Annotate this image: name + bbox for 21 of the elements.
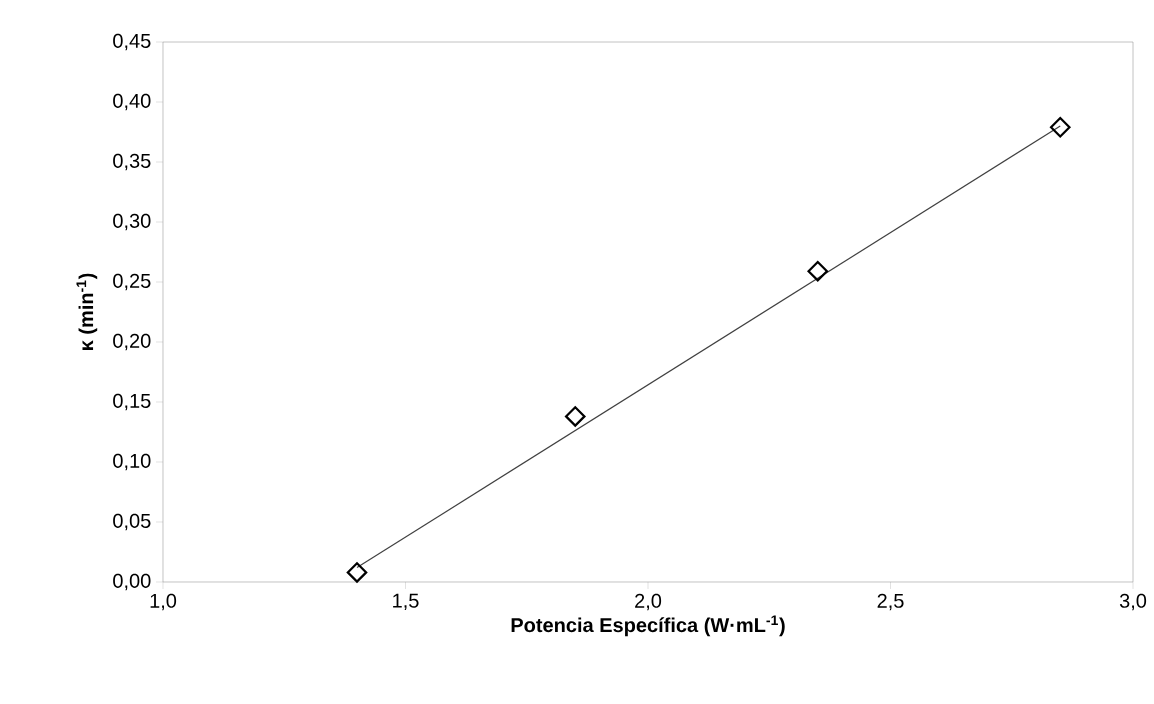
point (346, 562, 368, 583)
point (807, 260, 829, 282)
y-tick-label: 0,05 (113, 513, 151, 531)
x-tick-label: 2,5 (877, 593, 904, 611)
y-tick-label: 0,20 (113, 333, 151, 351)
x-axis-title: Potencia Específica (W·mL$^{-1}$) (511, 615, 785, 637)
point (1049, 116, 1071, 138)
y-tick-label: 0,45 (113, 33, 151, 51)
y-tick-label: 0,40 (113, 93, 151, 111)
x-tick-label: 1,5 (393, 593, 419, 611)
y-tick-label: 0,15 (113, 393, 151, 411)
y-tick-label: 0,35 (113, 153, 151, 171)
point (564, 406, 586, 427)
y-axis-title: κ (min$^{-1}$) (76, 273, 98, 350)
x-tick-label: 2,0 (635, 593, 662, 611)
y-tick-label: 0,30 (113, 213, 151, 231)
y-tick-label: 0,00 (113, 573, 151, 591)
y-tick-label: 0,10 (113, 453, 151, 471)
y-tick-label: 0,25 (113, 273, 151, 291)
x-tick-label: 3,0 (1119, 593, 1147, 611)
x-tick-label: 1,0 (150, 593, 177, 611)
